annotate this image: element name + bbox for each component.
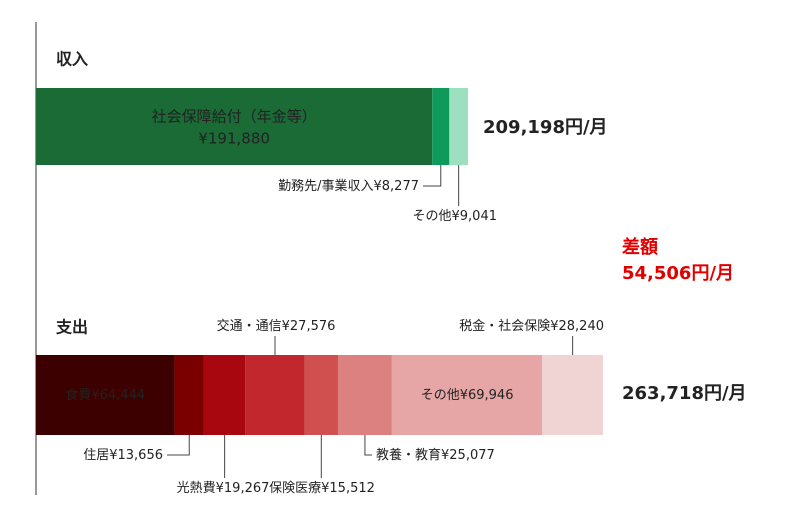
difference-title: 差額 [622,236,658,258]
bar-segment [174,355,204,435]
segment-name: その他 [421,388,460,403]
segment-name: 税金・社会保険 [459,318,550,334]
segment-label: 保険医療¥15,512 [269,481,375,496]
leader-line [423,165,442,187]
total-label: 263,718円/月 [622,383,747,404]
segment-value: ¥69,946 [460,388,514,403]
segment-label: 交通・通信¥27,576 [217,318,336,334]
segment-name: 勤務先/事業収入 [278,178,373,194]
segment-value: ¥25,077 [441,448,495,463]
segment-name: 住居 [83,448,109,463]
segment-label: 住居¥13,656 [83,448,163,463]
segment-label: 社会保障給付（年金等） ¥191,880 [152,107,317,147]
segment-value: ¥8,277 [374,179,420,194]
segment-label: 勤務先/事業収入¥8,277 [278,178,419,194]
segment-value: ¥27,576 [282,319,336,334]
segment-value: ¥9,041 [452,209,498,224]
segment-label: 税金・社会保険¥28,240 [459,318,604,334]
bar-segment [36,355,175,435]
segment-label: 教養・教育¥25,077 [376,447,495,463]
segment-name: 教養・教育 [376,447,441,463]
bar-segment [542,355,603,435]
segment-label: 光熱費¥19,267 [177,481,270,496]
leader-line [167,435,190,456]
segment-label: その他¥69,946 [421,388,514,403]
bar-segment [304,355,338,435]
segment-name: 光熱費 [177,481,216,496]
bar-segment [36,88,433,165]
bar-title: 支出 [55,318,88,337]
segment-name: 交通・通信 [217,318,282,334]
bar-segment [391,355,543,435]
bar-title: 収入 [56,50,88,69]
segment-value: ¥191,880 [198,129,270,147]
bar-segment [449,88,468,165]
segment-name: その他 [412,209,451,224]
segment-label: 食費¥64,444 [65,387,145,403]
segment-value: ¥15,512 [321,481,375,496]
segment-name: 保険医療 [269,481,321,496]
segment-label: その他¥9,041 [412,209,497,224]
leader-line [364,435,372,456]
segment-value: ¥13,656 [109,448,163,463]
segment-value: ¥64,444 [91,388,145,403]
segment-name: 社会保障給付（年金等） [152,107,317,125]
segment-name: 食費 [65,387,91,403]
bar-segment [245,355,305,435]
segment-value: ¥19,267 [216,481,270,496]
bar-segment [337,355,392,435]
segment-value: ¥28,240 [550,319,604,334]
total-label: 209,198円/月 [483,117,608,138]
bar-segment [203,355,246,435]
difference-value: 54,506円/月 [622,263,734,284]
bar-segment [432,88,450,165]
